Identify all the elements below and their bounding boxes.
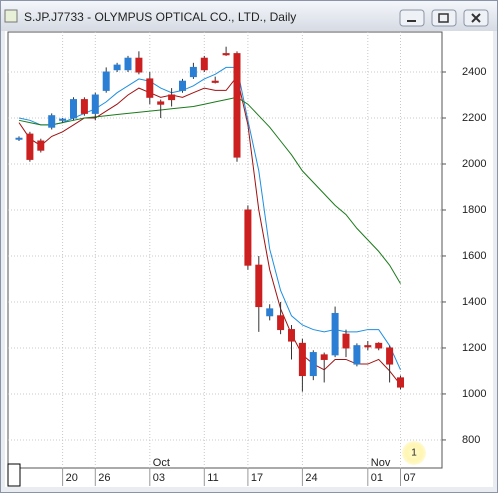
candle-body: [113, 64, 121, 71]
candle-body: [266, 308, 274, 317]
moving-average: [18, 96, 401, 284]
candle-body: [124, 57, 132, 71]
candle-body: [91, 94, 99, 114]
x-tick-label: 03: [153, 472, 165, 484]
candle-body: [277, 315, 285, 331]
candle-body: [309, 352, 317, 377]
candle-body: [364, 345, 372, 348]
candle-body: [80, 99, 88, 114]
candle-body: [189, 66, 197, 78]
candle-body: [59, 118, 67, 121]
x-tick-label: 24: [305, 472, 317, 484]
candle-body: [288, 329, 295, 342]
candle-body: [244, 209, 252, 266]
candle-body: [15, 137, 23, 140]
window-buttons[interactable]: [399, 9, 489, 27]
candle-body: [255, 264, 263, 308]
candle-body: [342, 333, 350, 349]
candle-body: [48, 115, 56, 128]
x-tick-label: 26: [98, 472, 110, 484]
restore-button[interactable]: [431, 9, 457, 27]
candle-body: [233, 53, 241, 158]
y-tick-label: 1600: [462, 250, 486, 262]
plot-frame: [7, 31, 443, 469]
badge-glow: [402, 441, 426, 465]
badge: 1: [411, 448, 417, 459]
scroll-marker: [7, 463, 21, 487]
moving-average: [18, 75, 401, 386]
candle-body: [386, 347, 394, 365]
candle-body: [375, 342, 383, 349]
x-tick-label: 01: [371, 472, 383, 484]
app-icon: [4, 9, 18, 23]
month-label: Nov: [371, 457, 391, 469]
candle-body: [353, 345, 361, 365]
y-tick-label: 2000: [462, 158, 486, 170]
x-tick-label: 11: [207, 472, 218, 484]
candle-body: [70, 99, 77, 119]
y-tick-label: 800: [462, 434, 480, 446]
candle-body: [26, 133, 34, 160]
candle-body: [146, 78, 154, 98]
y-tick-label: 1400: [462, 296, 486, 308]
candle-body: [168, 94, 176, 101]
x-tick-label: 17: [251, 472, 263, 484]
minimize-button[interactable]: [399, 9, 425, 27]
candle-body: [222, 53, 230, 56]
candle-body: [298, 342, 306, 377]
candle-body: [200, 57, 208, 71]
month-label: Oct: [153, 457, 170, 469]
candle-body: [331, 312, 339, 356]
window-title: S.JP.J7733 - OLYMPUS OPTICAL CO., LTD., …: [24, 10, 296, 24]
candle-body: [179, 80, 186, 91]
candle-body: [37, 140, 45, 151]
y-tick-label: 1200: [462, 342, 486, 354]
candle-body: [135, 57, 143, 73]
y-tick-label: 1000: [462, 388, 486, 400]
candle-body: [397, 377, 404, 388]
candle-body: [211, 80, 219, 83]
y-tick-label: 2400: [462, 66, 486, 78]
candle-body: [157, 101, 165, 105]
y-tick-label: 1800: [462, 204, 486, 216]
candle-body: [102, 71, 110, 91]
y-tick-label: 2200: [462, 112, 486, 124]
x-tick-label: 07: [404, 472, 416, 484]
candle-body: [320, 354, 328, 360]
x-tick-label: 20: [66, 472, 78, 484]
